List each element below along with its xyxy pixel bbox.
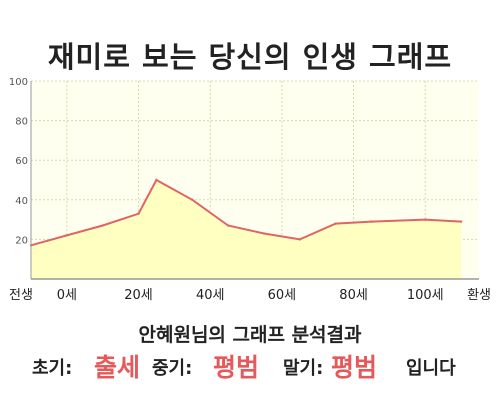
page-title: 재미로 보는 당신의 인생 그래프: [47, 40, 453, 74]
late-value: 평범: [331, 353, 378, 382]
data-point: [298, 238, 301, 241]
data-point: [370, 220, 373, 223]
early-value: 출세: [94, 353, 141, 382]
y-tick-labels: 20 40 60 80 100: [9, 77, 28, 246]
data-point: [459, 220, 463, 223]
data-point: [191, 198, 194, 201]
middle-value: 평범: [213, 353, 260, 382]
series-points: [29, 178, 463, 247]
x-tick-label: 100세: [407, 288, 444, 303]
result-ending: 입니다: [406, 358, 456, 379]
analysis-result: 초기: 출세 중기: 평범 말기: 평범 입니다: [0, 346, 500, 382]
analysis-caption: 안혜원님의 그래프 분석결과: [138, 324, 362, 346]
data-point: [424, 218, 427, 221]
y-tick-label: 80: [15, 117, 28, 128]
x-tick-label: 40세: [196, 288, 225, 303]
data-point: [334, 222, 337, 225]
life-graph-chart: 20 40 60 80 100 전생 0세 20세 40세 60세 80세 100세 환생: [9, 77, 491, 303]
data-point: [226, 224, 230, 227]
early-label: 초기:: [32, 358, 73, 379]
x-tick-label: 환생: [467, 288, 491, 303]
x-tick-labels: 전생 0세 20세 40세 60세 80세 100세 환생: [9, 288, 491, 303]
data-point: [262, 232, 266, 235]
data-point: [65, 234, 69, 237]
x-tick-label: 0세: [57, 288, 77, 303]
y-tick-label: 40: [15, 196, 28, 207]
y-tick-label: 20: [15, 235, 28, 246]
y-tick-label: 60: [15, 156, 28, 167]
data-point: [137, 212, 140, 215]
data-point: [101, 224, 104, 227]
x-tick-label: 20세: [124, 288, 153, 303]
middle-label: 중기:: [152, 358, 193, 379]
x-tick-label: 전생: [9, 288, 33, 303]
x-tick-label: 80세: [339, 288, 368, 303]
late-label: 말기:: [283, 358, 324, 379]
x-tick-label: 60세: [268, 288, 297, 303]
data-point: [155, 178, 158, 182]
y-tick-label: 100: [9, 77, 28, 88]
